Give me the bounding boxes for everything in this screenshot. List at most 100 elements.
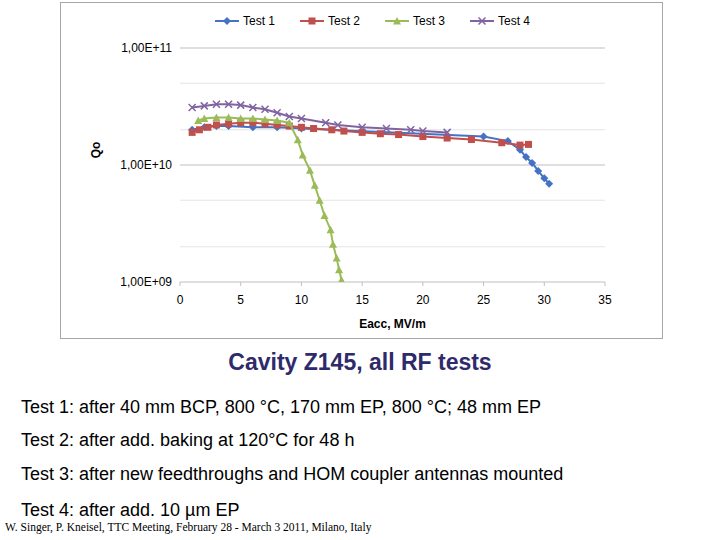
y-tick-label: 1,00E+09: [120, 275, 172, 289]
x-tick: [301, 282, 302, 286]
x-tick: [180, 282, 181, 286]
data-point: [338, 276, 346, 282]
data-point: [225, 101, 232, 108]
y-tick-label: 1,00E+10: [120, 158, 172, 172]
x-tick-label: 30: [538, 293, 552, 307]
x-axis-label: Eacc, MV/m: [359, 317, 426, 331]
legend-marker: [479, 18, 486, 25]
series-line: [192, 126, 549, 184]
data-point: [540, 174, 548, 182]
y-tick-label: 1,00E+11: [121, 41, 172, 55]
minor-grid-line: [180, 200, 605, 201]
data-point: [249, 114, 257, 122]
data-point: [334, 121, 341, 128]
data-point: [522, 153, 530, 161]
data-point: [359, 124, 366, 131]
data-point: [294, 136, 302, 144]
x-tick-label: 20: [416, 293, 430, 307]
data-point: [237, 114, 245, 122]
data-point: [225, 113, 233, 121]
data-point: [189, 129, 196, 136]
data-point: [201, 102, 208, 109]
grid-line: [180, 282, 605, 283]
data-point: [395, 131, 402, 138]
data-point: [545, 180, 553, 188]
data-point: [517, 142, 524, 149]
x-tick-label: 5: [237, 293, 244, 307]
legend-label: Test 4: [498, 14, 530, 28]
caption-title: Cavity Z145, all RF tests: [228, 349, 491, 375]
data-point: [225, 120, 232, 127]
data-point: [286, 113, 293, 120]
x-tick: [544, 282, 545, 286]
data-point: [534, 167, 542, 175]
data-point: [444, 129, 451, 136]
data-point: [498, 139, 505, 146]
x-tick: [483, 282, 484, 286]
caption-line: Test 2: after add. baking at 120°C for 4…: [21, 430, 354, 450]
data-point: [297, 125, 305, 133]
x-tick-label: 15: [355, 293, 369, 307]
data-point: [298, 124, 305, 131]
data-point: [419, 128, 426, 135]
x-tick-label: 0: [177, 293, 184, 307]
data-point: [189, 104, 196, 111]
grid-line: [180, 165, 605, 166]
data-point: [196, 126, 203, 133]
data-point: [316, 196, 324, 204]
caption-line: Test 3: after new feedthroughs and HOM c…: [21, 464, 563, 484]
data-point: [340, 128, 347, 135]
credit: W. Singer, P. Kneisel, TTC Meeting, Febr…: [5, 521, 372, 534]
series-line: [192, 104, 447, 132]
data-point: [468, 136, 475, 143]
data-point: [299, 151, 307, 159]
caption-line: Test 4: after add. 10 µm EP: [21, 500, 239, 520]
data-point: [212, 113, 220, 121]
data-point: [328, 126, 335, 133]
legend-marker: [393, 17, 401, 25]
data-point: [306, 166, 314, 174]
series-line: [198, 117, 341, 280]
data-point: [261, 115, 269, 123]
data-point: [525, 141, 532, 148]
plot-area: [188, 101, 553, 282]
minor-grid-line: [180, 83, 605, 84]
y-axis-label: Qo: [89, 142, 103, 159]
data-point: [262, 106, 269, 113]
data-point: [204, 124, 211, 131]
grid-line: [180, 48, 605, 49]
chart-frame: [61, 3, 663, 339]
caption-line: Test 1: after 40 mm BCP, 800 °C, 170 mm …: [21, 397, 541, 417]
minor-grid-line: [180, 246, 605, 247]
data-point: [383, 125, 390, 132]
data-point: [212, 122, 220, 130]
x-tick-label: 35: [598, 293, 612, 307]
x-tick-label: 25: [477, 293, 491, 307]
x-tick: [362, 282, 363, 286]
data-point: [249, 104, 256, 111]
data-point: [528, 159, 536, 167]
data-point: [200, 114, 208, 122]
data-point: [273, 117, 281, 125]
data-point: [213, 121, 220, 128]
data-point: [274, 109, 281, 116]
data-point: [335, 266, 343, 274]
data-point: [298, 115, 305, 122]
legend-label: Test 3: [413, 14, 445, 28]
data-point: [311, 181, 319, 189]
data-point: [310, 125, 317, 132]
data-point: [480, 133, 488, 141]
x-tick-label: 10: [295, 293, 309, 307]
data-point: [333, 254, 341, 261]
data-point: [407, 126, 414, 133]
x-tick: [240, 282, 241, 286]
x-tick: [605, 282, 606, 286]
data-point: [322, 119, 329, 126]
x-tick: [422, 282, 423, 286]
data-point: [194, 117, 202, 125]
legend-label: Test 1: [243, 14, 275, 28]
data-point: [237, 102, 244, 109]
data-point: [329, 240, 337, 248]
data-point: [321, 212, 329, 220]
data-point: [213, 101, 220, 108]
